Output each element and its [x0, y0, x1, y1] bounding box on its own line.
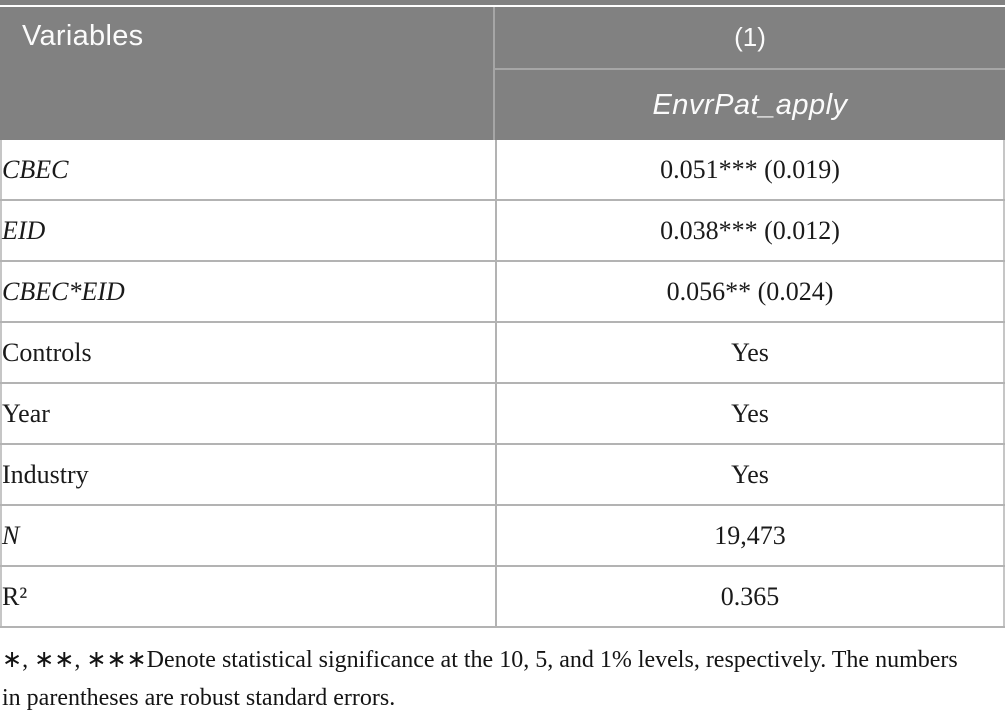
row-value: 0.056** (0.024): [496, 261, 1004, 323]
row-value: 0.365: [496, 566, 1004, 628]
row-label: N: [1, 505, 497, 567]
row-label: R²: [1, 566, 497, 628]
row-label: EID: [1, 200, 497, 262]
table-row-industry: Industry Yes: [1, 444, 1004, 506]
table-footnote: ∗, ∗∗, ∗∗∗Denote statistical significanc…: [0, 641, 1005, 717]
header-variables-cell: Variables: [0, 7, 495, 140]
table-row-observations: N 19,473: [1, 505, 1004, 567]
row-value: 0.038*** (0.012): [496, 200, 1004, 262]
row-value: Yes: [496, 444, 1004, 506]
table-row-cbec-eid-interaction: CBEC*EID 0.056** (0.024): [1, 261, 1004, 323]
row-label: Industry: [1, 444, 497, 506]
header-model-number: (1): [495, 7, 1005, 70]
table-body: CBEC 0.051*** (0.019) EID 0.038*** (0.01…: [1, 140, 1004, 628]
header-dependent-variable: EnvrPat_apply: [652, 88, 848, 121]
row-label: CBEC: [1, 140, 497, 201]
row-value: 0.051*** (0.019): [496, 140, 1004, 201]
table-row-cbec: CBEC 0.051*** (0.019): [1, 140, 1004, 201]
row-value: Yes: [496, 322, 1004, 384]
row-value: 19,473: [496, 505, 1004, 567]
row-value: Yes: [496, 383, 1004, 445]
row-label: Year: [1, 383, 497, 445]
table-header: Variables (1) EnvrPat_apply: [0, 7, 1005, 140]
regression-results-table: CBEC 0.051*** (0.019) EID 0.038*** (0.01…: [0, 140, 1005, 628]
table-row-controls: Controls Yes: [1, 322, 1004, 384]
row-label: Controls: [1, 322, 497, 384]
header-model-column: (1) EnvrPat_apply: [495, 7, 1005, 140]
row-label: CBEC*EID: [1, 261, 497, 323]
footnote-line-2: in parentheses are robust standard error…: [2, 685, 396, 711]
table-top-accent-bar: [0, 0, 1005, 5]
table-row-eid: EID 0.038*** (0.012): [1, 200, 1004, 262]
table-row-year: Year Yes: [1, 383, 1004, 445]
table-row-r-squared: R² 0.365: [1, 566, 1004, 628]
header-variables-label: Variables: [22, 20, 144, 52]
footnote-line-1: ∗, ∗∗, ∗∗∗Denote statistical significanc…: [2, 647, 958, 673]
table-top-gap: [0, 5, 1005, 7]
